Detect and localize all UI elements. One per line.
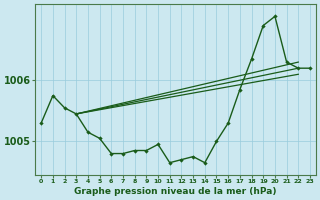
X-axis label: Graphe pression niveau de la mer (hPa): Graphe pression niveau de la mer (hPa) xyxy=(74,187,277,196)
